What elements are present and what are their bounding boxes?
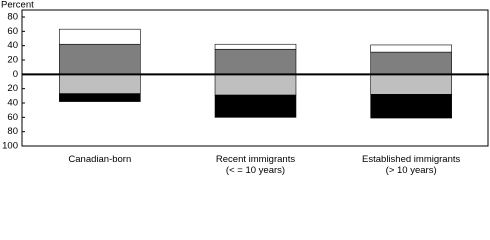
bar-segment bbox=[370, 51, 452, 75]
x-tick-label: Canadian-born bbox=[68, 154, 132, 165]
bar-segment bbox=[59, 28, 141, 45]
y-tick-label: 40 bbox=[7, 40, 18, 51]
y-tick-label: 80 bbox=[7, 12, 18, 23]
bar-segment bbox=[214, 43, 297, 50]
bar-segment bbox=[370, 94, 452, 119]
bar-segment bbox=[59, 43, 141, 75]
bar-segment bbox=[59, 74, 141, 94]
bar-segment bbox=[214, 74, 297, 96]
y-tick-label: 0 bbox=[13, 69, 18, 80]
y-tick-label: 80 bbox=[7, 126, 18, 137]
bar-segment bbox=[214, 94, 297, 118]
y-tick-label: 60 bbox=[7, 26, 18, 37]
bar-segment bbox=[214, 48, 297, 75]
y-tick-label: 60 bbox=[7, 112, 18, 123]
chart: Percent 80 60 40 20 0 20 40 60 80 100 Canadian-bo… bbox=[1, 0, 489, 176]
y-tick-label: 100 bbox=[2, 141, 18, 152]
bar-segment bbox=[370, 44, 452, 53]
chart-svg: Percent 80 60 40 20 0 20 40 60 80 100 bbox=[1, 0, 489, 152]
bar-segment bbox=[59, 93, 141, 102]
plot-frame bbox=[21, 9, 489, 147]
y-tick-label: 20 bbox=[7, 83, 18, 94]
x-tick-label: Established immigrants (> 10 years) bbox=[362, 154, 461, 176]
x-tick-label: Recent immigrants (< = 10 years) bbox=[215, 154, 296, 176]
y-axis-label: Percent bbox=[1, 0, 34, 11]
y-tick-label: 20 bbox=[7, 55, 18, 66]
bar-segment bbox=[370, 74, 452, 95]
y-tick-label: 40 bbox=[7, 98, 18, 109]
